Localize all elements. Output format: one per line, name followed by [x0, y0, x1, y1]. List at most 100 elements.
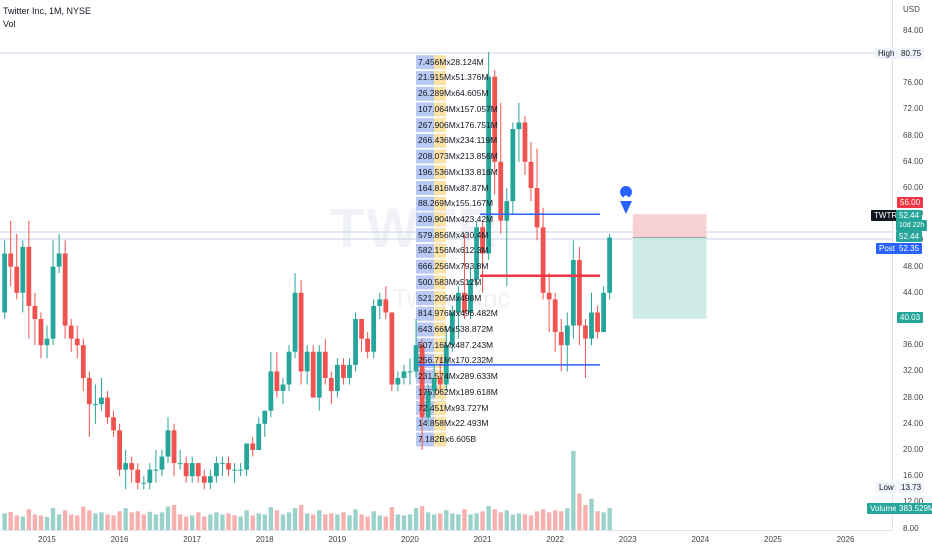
candle-body [528, 161, 534, 188]
candle-body [304, 351, 310, 372]
volume-bar [522, 514, 528, 530]
candle-body [359, 319, 364, 339]
candle-body [474, 227, 479, 280]
volume-profile-label: 196.536Mx133.816M [418, 166, 498, 177]
volume-bar [323, 514, 328, 530]
volume-bar [62, 510, 68, 530]
candle-body [8, 253, 14, 267]
volume-bar [256, 513, 261, 530]
profit-target-zone[interactable] [632, 237, 707, 319]
candle-body [292, 292, 298, 352]
volume-profile-label: 21.915Mx51.376M [418, 72, 489, 83]
volume-bar [571, 450, 576, 530]
volume-bar [238, 516, 243, 530]
volume-bar [492, 509, 497, 530]
candle-body [171, 430, 177, 464]
time-tick-label: 2017 [183, 535, 201, 544]
price-tick-label: 72.00 [903, 104, 924, 114]
candle-body [238, 469, 243, 471]
volume-bar [419, 506, 425, 530]
volume-profile-sell-bar [434, 196, 446, 211]
volume-bar [359, 514, 364, 530]
time-tick-label: 2020 [401, 535, 419, 544]
candle-body [244, 443, 250, 470]
time-tick-label: 2026 [836, 535, 855, 544]
candle-body [413, 345, 419, 372]
price-tick-label: 36.00 [903, 340, 924, 350]
volume-profile-label: 521.205Mx498M [418, 292, 482, 303]
volume-bar [105, 514, 110, 530]
candle-body [280, 384, 286, 392]
volume-bar [341, 512, 346, 530]
volume-bar [183, 516, 189, 530]
volume-profile-buy-bar [416, 212, 434, 227]
volume-profile-buy-bar [416, 228, 434, 243]
candle-body [437, 377, 443, 385]
volume-profile-buy-bar [416, 416, 434, 431]
volume-bar [32, 514, 38, 530]
symbol-badge[interactable]: TWTR [871, 210, 901, 221]
volume-profile-sell-bar [434, 165, 446, 180]
volume-bar [498, 512, 503, 530]
currency-label[interactable]: USD [903, 5, 920, 14]
volume-legend-label[interactable]: Vol [3, 19, 16, 29]
location-pin-dot [623, 195, 629, 201]
candle-body [462, 292, 467, 313]
volume-bar [601, 512, 606, 530]
candle-body [256, 423, 262, 450]
candle-body [425, 391, 431, 418]
volume-bar [99, 512, 104, 530]
candle-body [183, 463, 189, 477]
volume-profile-label: 643.66Mx538.872M [418, 323, 494, 334]
volume-profile-sell-bar [434, 243, 446, 258]
price-tick-label: 24.00 [903, 418, 924, 428]
symbol-watermark: TWTR [330, 196, 500, 259]
candle-body [226, 463, 231, 470]
volume-profile-buy-bar [416, 70, 434, 85]
candle-body [395, 377, 401, 385]
volume-profile-label: 267.906Mx176.751M [418, 119, 498, 130]
symbol-title[interactable]: Twitter Inc, 1M, NYSE [3, 6, 92, 16]
volume-profile-label: 14.858Mx22.493M [418, 418, 489, 429]
volume-bar [2, 513, 7, 530]
volume-bar [93, 513, 98, 530]
candle-body [62, 253, 68, 326]
volume-bar [147, 511, 153, 530]
candle-body [74, 338, 80, 346]
volume-bar [135, 511, 140, 530]
low-value: 13.73 [898, 482, 925, 493]
volume-profile-label: 208.073Mx213.856M [418, 151, 498, 162]
volume-bar [298, 505, 304, 530]
candle-body [510, 129, 516, 202]
volume-bar [50, 508, 56, 530]
volume-profile-sell-bar [434, 385, 446, 400]
candle-body [14, 266, 20, 293]
candle-body [159, 456, 165, 470]
candle-body [583, 325, 588, 339]
high-value: 80.75 [898, 48, 925, 59]
volume-profile-sell-bar [434, 102, 446, 117]
volume-profile-label: 666.256Mx793.8M [418, 261, 489, 272]
location-pin-icon[interactable] [620, 186, 633, 214]
candle-body [177, 463, 183, 465]
candle-body [135, 469, 141, 483]
candle-body [577, 260, 582, 326]
volume-profile-label: 26.289Mx64.605M [418, 88, 489, 99]
volume-bar [413, 508, 419, 530]
price-tick-label: 12.00 [903, 497, 924, 507]
volume-bar [329, 513, 334, 530]
volume-bar [595, 511, 600, 530]
volume-bar [456, 514, 461, 530]
candle-body [492, 76, 498, 162]
volume-profile-label: 507.16Mx487.243M [418, 339, 494, 350]
candle-body [570, 260, 576, 326]
volume-profile-buy-bar [416, 243, 434, 258]
stop-loss-zone[interactable] [632, 214, 707, 238]
candle-body [365, 338, 371, 352]
volume-bar [214, 512, 219, 530]
candle-body [153, 469, 159, 471]
volume-bar [395, 514, 401, 530]
volume-bar [510, 514, 516, 530]
